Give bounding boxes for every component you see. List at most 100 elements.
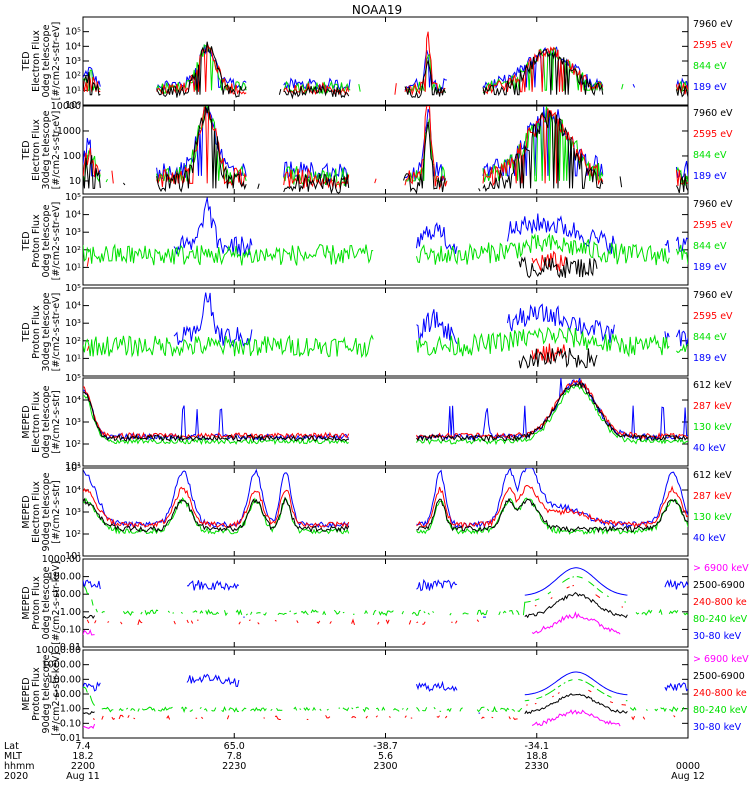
x-row-label: MLT [4, 751, 22, 762]
panel-frame [82, 558, 689, 648]
legend-entry: 130 keV [693, 512, 732, 523]
y-axis-label: Electron Flux [31, 481, 42, 543]
y-axis-label: TED [21, 140, 32, 160]
y-tick-label: 10¹ [65, 262, 81, 273]
x-tick-label: Aug 12 [671, 771, 705, 782]
legend-entry: 2500-6900 [693, 671, 745, 682]
panel-frame [82, 377, 689, 467]
y-axis-label: Electron Flux [31, 30, 42, 92]
y-tick-label: 10³ [65, 56, 81, 67]
y-axis-label: MEPED [21, 495, 32, 528]
y-axis-label: 30deg telescope [41, 110, 52, 189]
legend-entry: 2500-6900 [693, 580, 745, 591]
y-tick-label: 10² [65, 439, 81, 450]
y-axis-label: MEPED [21, 586, 32, 619]
panel-frame [82, 287, 689, 377]
panel-ted-p-0: 10¹ 10² 10³ 10⁴ 10⁵ TED Proton Flux 0deg telesc… [21, 192, 733, 286]
y-axis-label: Proton Flux [31, 576, 42, 630]
legend-entry: 2595 eV [693, 311, 733, 322]
legend-entry: 2595 eV [693, 220, 733, 231]
y-tick-label: 0.01 [60, 642, 81, 653]
legend-entry: 287 keV [693, 491, 732, 502]
y-tick-label: 1000.00 [42, 660, 81, 671]
panel-ted-e-30: 10 100 1000 10000 TED Electron Flux 30deg tele… [21, 101, 733, 195]
legend-entry: 844 eV [693, 241, 727, 252]
legend-entry: 7960 eV [693, 19, 733, 30]
y-axis-label: 90deg telescope [41, 654, 52, 733]
y-tick-label: 1.00 [60, 607, 81, 618]
legend-entry: 130 keV [693, 422, 732, 433]
y-axis-label: [#/cm2-s-str-keV] [51, 652, 62, 736]
legend-entry: 189 eV [693, 171, 727, 182]
y-tick-label: 10⁵ [65, 192, 81, 203]
legend-entry: 30-80 keV [693, 722, 742, 733]
panel-ted-p-30: 10¹ 10² 10³ 10⁴ 10⁵ TED Proton Flux 30deg teles… [21, 283, 733, 377]
y-tick-label: 10² [65, 336, 81, 347]
y-axis-label: MEPED [21, 677, 32, 710]
series-2500-6900 [83, 592, 628, 619]
series-612-kev [83, 380, 688, 443]
y-tick-label: 0.10 [60, 718, 81, 729]
series-80-240-kev [83, 576, 688, 617]
y-tick-label: 100.00 [48, 674, 81, 685]
series--6900-kev [83, 611, 621, 636]
x-tick-label: 18.8 [526, 751, 547, 762]
y-tick-label: 10³ [65, 417, 81, 428]
y-tick-label: 10² [65, 245, 81, 256]
y-tick-label: 10⁴ [65, 485, 81, 496]
legend-entry: 612 keV [693, 470, 732, 481]
x-tick-label: 7.4 [75, 741, 90, 752]
y-axis-label: TED [21, 322, 32, 342]
x-tick-label: 2300 [373, 761, 397, 772]
y-tick-label: 1.00 [60, 704, 81, 715]
legend-entry: 7960 eV [693, 108, 733, 119]
y-tick-label: 10³ [65, 227, 81, 238]
x-tick-label: 18.2 [72, 751, 93, 762]
series-130-kev [83, 384, 688, 446]
legend-entry: > 6900 keV [693, 563, 749, 574]
legend-entry: 287 keV [693, 401, 732, 412]
y-tick-label: 10 [69, 176, 81, 187]
series-30-80-kev [83, 567, 688, 618]
x-row-label: 2020 [4, 771, 28, 782]
y-tick-label: 10⁵ [65, 373, 81, 384]
x-tick-label: 65.0 [224, 741, 245, 752]
y-tick-label: 10³ [65, 318, 81, 329]
x-row-label: Lat [4, 741, 19, 752]
legend-entry: 2595 eV [693, 40, 733, 51]
y-axis-label: Proton Flux [31, 667, 42, 721]
y-axis-label: [#/cm2-s-str-eV] [51, 111, 62, 190]
y-tick-label: 10.00 [54, 689, 81, 700]
legend-entry: 844 eV [693, 61, 727, 72]
y-tick-label: 1000.00 [42, 554, 81, 565]
series-240-800-ke [93, 690, 688, 719]
panel-frame [82, 649, 689, 739]
panel-frame [82, 16, 689, 106]
y-tick-label: 10000 [51, 101, 81, 112]
y-axis-label: Proton Flux [31, 214, 42, 268]
y-tick-label: 10¹ [65, 85, 81, 96]
series-189-ev [173, 197, 688, 257]
legend-entry: 80-240 keV [693, 614, 748, 625]
y-tick-label: 10⁴ [65, 301, 81, 312]
y-axis-label: [#/cm2-s-str-eV] [51, 22, 62, 101]
legend-entry: 189 eV [693, 82, 727, 93]
legend-entry: 30-80 keV [693, 631, 742, 642]
series-2595-ev [86, 250, 568, 272]
y-tick-label: 1000 [57, 126, 81, 137]
y-tick-label: 10² [65, 71, 81, 82]
x-tick-label: -34.1 [524, 741, 549, 752]
legend-entry: 40 keV [693, 533, 726, 544]
y-axis-label: Electron Flux [31, 391, 42, 453]
y-axis-label: TED [21, 231, 32, 251]
y-axis-label: 90deg telescope [41, 472, 52, 551]
x-tick-label: 2200 [71, 761, 95, 772]
legend-entry: 240-800 ke [693, 688, 747, 699]
series-189-ev [173, 292, 688, 348]
series-30-80-kev [83, 671, 688, 714]
panel-mep-p-0: 0.01 0.10 1.00 10.00 100.00 1000.00 MEPED Proto… [21, 554, 749, 653]
y-tick-label: 10⁴ [65, 395, 81, 406]
x-tick-label: 0000 [676, 761, 700, 772]
